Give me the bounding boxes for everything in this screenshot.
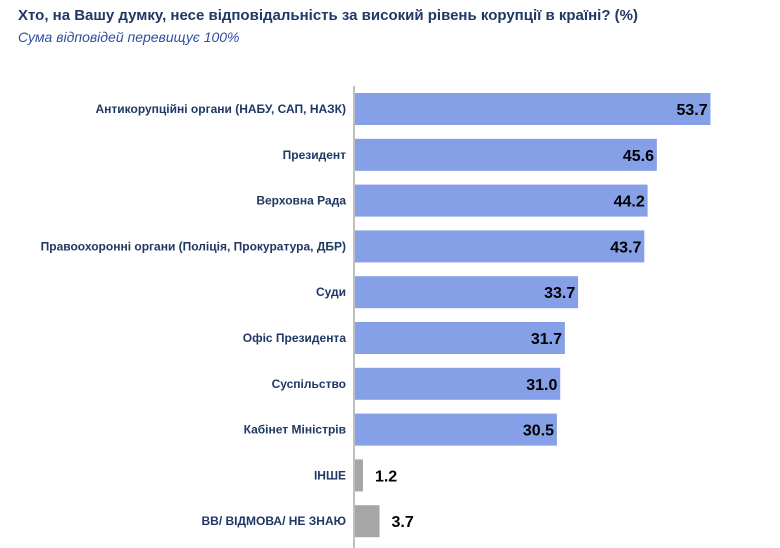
category-label-4: Правоохоронні органи (Поліція, Прокурату… — [41, 239, 346, 253]
chart-title: Хто, на Вашу думку, несе відповідальніст… — [18, 7, 639, 24]
value-label-9: 1.2 — [375, 468, 397, 485]
category-label-1: Антикорупційні органи (НАБУ, САП, НАЗК) — [95, 102, 346, 116]
value-label-8: 30.5 — [523, 423, 554, 440]
value-label-1: 53.7 — [676, 102, 707, 119]
bar-10 — [355, 505, 380, 538]
category-label-8: Кабінет Міністрів — [244, 423, 346, 437]
category-label-7: Суспільство — [272, 377, 346, 391]
bar-2 — [355, 138, 657, 171]
bar-1 — [355, 93, 711, 125]
value-label-4: 43.7 — [610, 239, 641, 256]
value-label-6: 31.7 — [531, 331, 562, 348]
value-label-5: 33.7 — [544, 285, 575, 302]
value-label-10: 3.7 — [391, 514, 413, 531]
bar-9 — [355, 459, 363, 492]
category-label-6: Офіс Президента — [243, 331, 347, 345]
value-label-2: 45.6 — [623, 148, 654, 165]
value-label-3: 44.2 — [614, 194, 645, 211]
category-label-9: ІНШЕ — [314, 468, 346, 482]
bar-7 — [355, 367, 561, 400]
bars-group: Антикорупційні органи (НАБУ, САП, НАЗК) 5… — [41, 93, 711, 538]
bar-8 — [355, 413, 557, 446]
bar-6 — [355, 322, 565, 354]
bar-3 — [355, 184, 648, 217]
category-label-10: ВВ/ ВІДМОВА/ НЕ ЗНАЮ — [201, 514, 346, 528]
chart-subtitle: Сума відповідей перевищує 100% — [18, 29, 240, 45]
value-label-7: 31.0 — [526, 377, 557, 394]
bar-5 — [355, 276, 579, 309]
category-label-2: Президент — [283, 148, 347, 162]
bar-4 — [355, 230, 645, 263]
category-label-5: Суди — [316, 285, 346, 299]
category-label-3: Верховна Рада — [256, 194, 346, 208]
